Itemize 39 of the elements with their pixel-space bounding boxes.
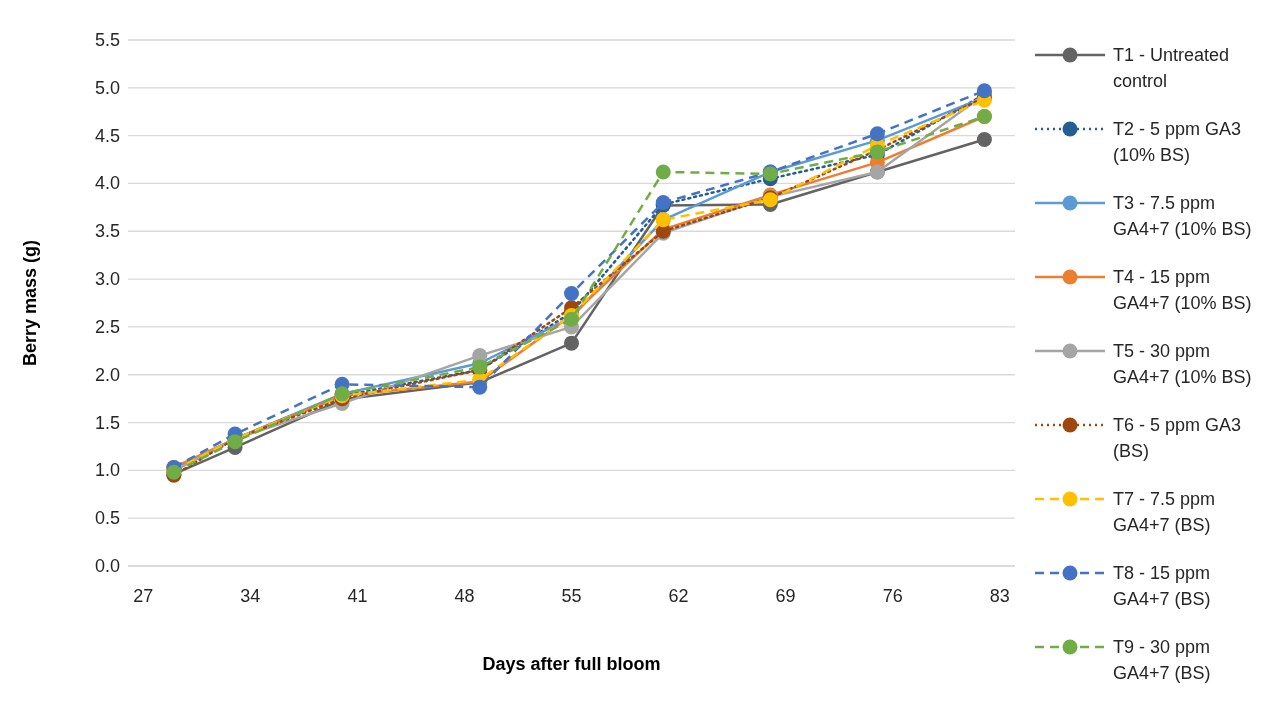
legend-label: T6 - 5 ppm GA3 (BS) xyxy=(1113,415,1242,461)
y-tick-label: 3.5 xyxy=(94,221,120,242)
legend-label: T4 - 15 ppm GA4+7 (10% BS) xyxy=(1113,267,1252,313)
legend-label: T1 - Untreated control xyxy=(1113,45,1230,91)
point xyxy=(655,164,671,180)
y-tick-label: 2.5 xyxy=(94,316,120,337)
y-tick-label: 0.5 xyxy=(94,508,120,529)
y-axis-title: Berry mass (g) xyxy=(20,239,40,367)
point xyxy=(976,131,992,147)
y-tick-label: 1.0 xyxy=(94,460,120,481)
point xyxy=(976,83,992,99)
y-tick-label: 5.5 xyxy=(94,30,120,50)
y-tick-label: 0.0 xyxy=(94,556,120,576)
x-tick-label: 69 xyxy=(775,586,796,606)
y-tick-label: 3.0 xyxy=(94,269,120,290)
y-tick-label: 1.5 xyxy=(94,412,120,433)
legend-label: T8 - 15 ppm GA4+7 (BS) xyxy=(1113,563,1211,609)
legend-label: T2 - 5 ppm GA3 (10% BS) xyxy=(1113,119,1242,165)
y-tick-label: 4.5 xyxy=(94,125,120,146)
point xyxy=(472,379,488,395)
legend-label: T9 - 30 ppm GA4+7 (BS) xyxy=(1113,637,1211,683)
legend-label: T5 - 30 ppm GA4+7 (10% BS) xyxy=(1113,341,1252,387)
x-tick-label: 34 xyxy=(240,586,261,606)
point xyxy=(564,335,579,351)
legend-label: T7 - 7.5 ppm GA4+7 (BS) xyxy=(1113,489,1216,535)
legend-label: T3 - 7.5 ppm GA4+7 (10% BS) xyxy=(1113,193,1252,239)
x-tick-label: 76 xyxy=(882,586,903,606)
y-tick-label: 4.0 xyxy=(94,173,120,194)
x-tick-label: 27 xyxy=(133,586,154,606)
x-axis-title: Days after full bloom xyxy=(482,654,661,674)
point xyxy=(564,285,579,301)
y-tick-label: 2.0 xyxy=(94,364,120,385)
x-tick-label: 41 xyxy=(347,586,368,606)
y-tick-label: 5.0 xyxy=(94,77,120,98)
x-tick-label: 62 xyxy=(668,586,689,606)
x-tick-label: 83 xyxy=(989,586,1010,606)
point xyxy=(869,126,885,142)
x-tick-label: 55 xyxy=(561,586,582,606)
x-tick-label: 48 xyxy=(454,586,475,606)
